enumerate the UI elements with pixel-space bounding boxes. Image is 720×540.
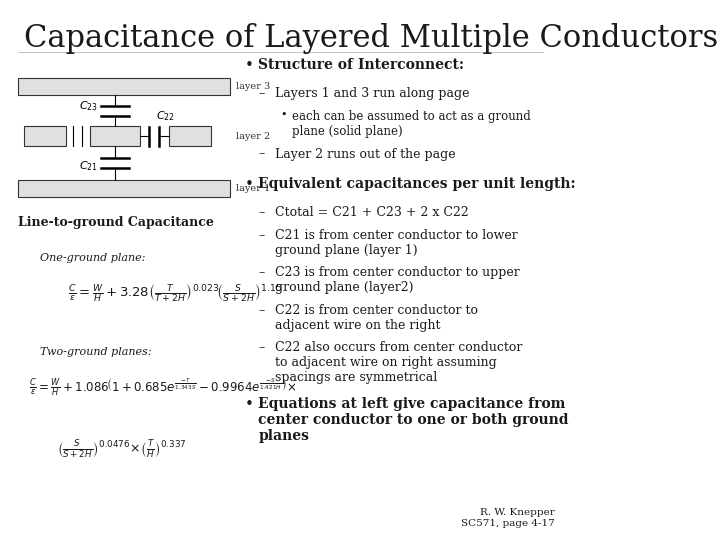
Text: •: • bbox=[281, 110, 287, 120]
Text: each can be assumed to act as a ground
plane (solid plane): each can be assumed to act as a ground p… bbox=[292, 110, 531, 138]
FancyBboxPatch shape bbox=[18, 78, 230, 96]
Text: C23 is from center conductor to upper
ground plane (layer2): C23 is from center conductor to upper gr… bbox=[275, 266, 520, 294]
Text: $C_{23}$: $C_{23}$ bbox=[79, 99, 98, 113]
Text: Structure of Interconnect:: Structure of Interconnect: bbox=[258, 58, 464, 72]
Text: layer 1: layer 1 bbox=[236, 184, 270, 193]
Text: Ctotal = C21 + C23 + 2 x C22: Ctotal = C21 + C23 + 2 x C22 bbox=[275, 206, 469, 219]
Text: $\frac{C}{\varepsilon} = \frac{W}{H} + 1.086\!\left(1 + 0.685e^{\frac{-T}{1.343S: $\frac{C}{\varepsilon} = \frac{W}{H} + 1… bbox=[30, 376, 297, 398]
Text: $C_{22}$: $C_{22}$ bbox=[156, 110, 175, 123]
Text: –: – bbox=[258, 206, 265, 219]
Text: –: – bbox=[258, 228, 265, 241]
Text: Line-to-ground Capacitance: Line-to-ground Capacitance bbox=[18, 217, 214, 230]
Text: –: – bbox=[258, 266, 265, 279]
Text: Two-ground planes:: Two-ground planes: bbox=[40, 347, 152, 357]
Text: C22 is from center conductor to
adjacent wire on the right: C22 is from center conductor to adjacent… bbox=[275, 304, 478, 332]
Text: C22 also occurs from center conductor
to adjacent wire on right assuming
spacing: C22 also occurs from center conductor to… bbox=[275, 341, 523, 384]
Text: –: – bbox=[258, 87, 265, 100]
Text: –: – bbox=[258, 341, 265, 354]
Text: Equivalent capacitances per unit length:: Equivalent capacitances per unit length: bbox=[258, 177, 576, 191]
FancyBboxPatch shape bbox=[169, 126, 211, 146]
Text: C21 is from center conductor to lower
ground plane (layer 1): C21 is from center conductor to lower gr… bbox=[275, 228, 518, 256]
Text: R. W. Knepper
SC571, page 4-17: R. W. Knepper SC571, page 4-17 bbox=[461, 509, 554, 528]
FancyBboxPatch shape bbox=[24, 126, 66, 146]
Text: Layer 2 runs out of the page: Layer 2 runs out of the page bbox=[275, 147, 456, 160]
FancyBboxPatch shape bbox=[90, 126, 140, 146]
Text: •: • bbox=[244, 177, 253, 192]
Text: •: • bbox=[244, 397, 253, 412]
Text: Equations at left give capacitance from
center conductor to one or both ground
p: Equations at left give capacitance from … bbox=[258, 397, 569, 443]
Text: $\frac{C}{\varepsilon} = \frac{W}{H} + 3.28\left(\frac{T}{T+2H}\right)^{0.023}\!: $\frac{C}{\varepsilon} = \frac{W}{H} + 3… bbox=[68, 282, 283, 304]
Text: layer 2: layer 2 bbox=[236, 132, 270, 141]
Text: Capacitance of Layered Multiple Conductors: Capacitance of Layered Multiple Conducto… bbox=[24, 23, 718, 54]
Text: –: – bbox=[258, 304, 265, 317]
Text: $C_{21}$: $C_{21}$ bbox=[79, 159, 98, 173]
Text: One-ground plane:: One-ground plane: bbox=[40, 253, 146, 263]
Text: –: – bbox=[258, 147, 265, 160]
Text: layer 3: layer 3 bbox=[236, 82, 270, 91]
Text: •: • bbox=[244, 58, 253, 73]
Text: Layers 1 and 3 run along page: Layers 1 and 3 run along page bbox=[275, 87, 469, 100]
FancyBboxPatch shape bbox=[18, 180, 230, 198]
Text: $\left(\frac{S}{S+2H}\right)^{0.0476}\!\times\!\left(\frac{T}{H}\right)^{0.337}$: $\left(\frac{S}{S+2H}\right)^{0.0476}\!\… bbox=[58, 438, 187, 460]
